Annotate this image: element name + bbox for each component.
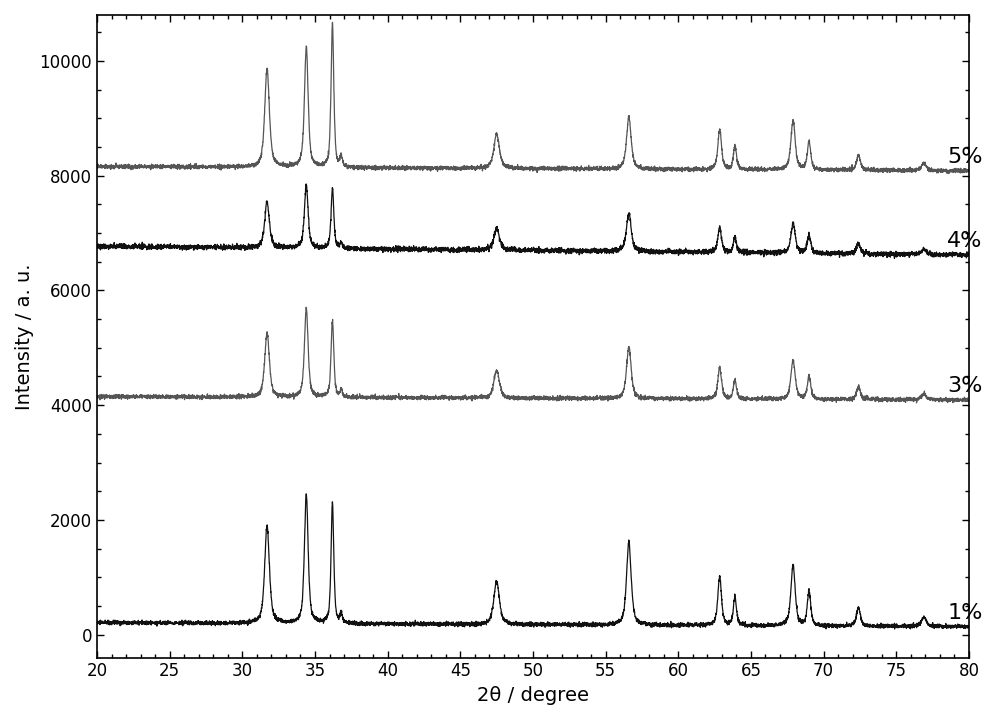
Y-axis label: Intensity / a. u.: Intensity / a. u.: [15, 263, 34, 410]
X-axis label: 2θ / degree: 2θ / degree: [477, 686, 589, 705]
Text: 5%: 5%: [947, 147, 983, 167]
Text: 1%: 1%: [947, 603, 982, 623]
Text: 3%: 3%: [947, 377, 982, 396]
Text: 4%: 4%: [947, 231, 982, 251]
